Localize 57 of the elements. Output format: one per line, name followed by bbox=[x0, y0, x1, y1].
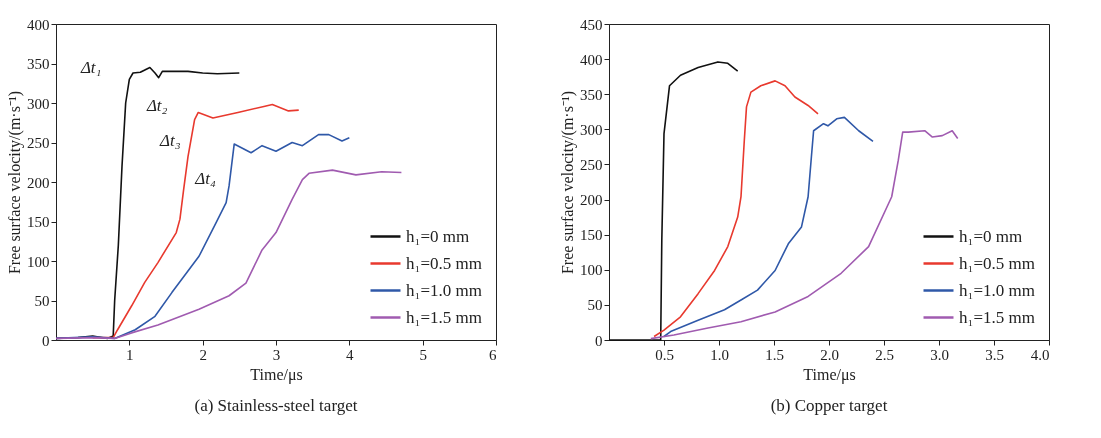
x-tick-label: 0.5 bbox=[655, 346, 674, 363]
y-tick-label: 100 bbox=[580, 262, 603, 279]
y-tick-label: 0 bbox=[595, 332, 603, 349]
annotation: Δt₂ bbox=[145, 96, 168, 116]
x-tick-label: 2.5 bbox=[875, 346, 894, 363]
y-tick-label: 50 bbox=[34, 293, 50, 309]
x-tick-label: 3 bbox=[272, 346, 281, 363]
x-tick-label: 4 bbox=[346, 346, 355, 363]
line-series bbox=[663, 116, 874, 338]
y-tick-label: 0 bbox=[42, 332, 50, 349]
text: (b) Copper target bbox=[770, 396, 888, 415]
legend-label: h₁=1.0 mm bbox=[406, 280, 482, 300]
y-tick-label: 200 bbox=[580, 192, 603, 209]
x-tick-label: 4.0 bbox=[1030, 346, 1050, 363]
legend-label: h₁=1.0 mm bbox=[959, 280, 1035, 300]
y-tick-label: 200 bbox=[27, 174, 50, 191]
x-tick-label: 2 bbox=[199, 346, 207, 363]
y-tick-label: 300 bbox=[27, 95, 50, 112]
x-tick-label: 3.5 bbox=[985, 346, 1004, 363]
y-tick-label: 50 bbox=[587, 297, 603, 314]
line-series bbox=[55, 133, 351, 340]
x-axis-title: Time/μs bbox=[250, 365, 303, 384]
text: (a) Stainless-steel target bbox=[194, 396, 358, 415]
x-tick-label: 1 bbox=[126, 346, 134, 363]
annotation: Δt₁ bbox=[79, 58, 102, 78]
legend-label: h₁=1.5 mm bbox=[959, 307, 1035, 327]
x-tick-label: 1.0 bbox=[710, 346, 729, 363]
y-tick-label: 250 bbox=[27, 135, 50, 151]
y-tick-label: 350 bbox=[27, 56, 50, 72]
annotation: Δt₄ bbox=[194, 168, 216, 188]
y-tick-label: 300 bbox=[580, 121, 603, 138]
y-axis-title: Free surface velocity/(m·s⁻¹) bbox=[559, 90, 577, 275]
legend-label: h₁=1.5 mm bbox=[406, 307, 482, 327]
legend-label: h₁=0.5 mm bbox=[959, 253, 1035, 273]
y-tick-label: 100 bbox=[27, 253, 50, 270]
y-tick-label: 400 bbox=[580, 51, 603, 68]
line-series bbox=[653, 80, 819, 338]
line-series bbox=[608, 61, 739, 341]
x-axis-title: Time/μs bbox=[803, 365, 856, 384]
line-series bbox=[650, 129, 959, 340]
x-tick-label: 1.5 bbox=[765, 346, 784, 363]
x-tick-label: 3.0 bbox=[930, 346, 949, 363]
y-tick-label: 450 bbox=[580, 16, 603, 33]
y-axis-title: Free surface velocity/(m·s⁻¹) bbox=[6, 90, 24, 275]
annotation: Δt₃ bbox=[159, 130, 181, 150]
line-series bbox=[55, 169, 403, 340]
y-tick-label: 350 bbox=[580, 86, 603, 103]
x-tick-label: 6 bbox=[489, 346, 497, 363]
y-tick-label: 150 bbox=[27, 214, 50, 230]
legend-label: h₁=0 mm bbox=[959, 226, 1023, 246]
y-tick-label: 250 bbox=[580, 156, 603, 173]
y-tick-label: 400 bbox=[27, 16, 50, 33]
y-tick-label: 150 bbox=[580, 227, 603, 244]
legend-label: h₁=0.5 mm bbox=[406, 253, 482, 273]
x-tick-label: 2.0 bbox=[820, 346, 839, 363]
x-tick-label: 5 bbox=[419, 346, 427, 363]
legend-label: h₁=0 mm bbox=[406, 226, 470, 246]
